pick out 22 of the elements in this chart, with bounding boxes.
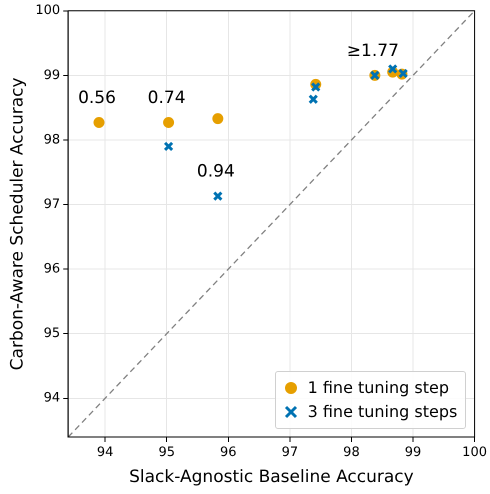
x-tick-label: 94 [96,445,114,460]
y-tick-label: 100 [35,3,60,18]
x-tick-label: 100 [462,445,488,460]
x-tick-label: 98 [343,445,360,460]
y-tick-label: 96 [44,261,60,276]
y-tick-label: 99 [44,68,60,83]
x-tick-label: 99 [404,445,422,460]
annotation: 0.74 [148,88,186,108]
x-tick-label: 95 [158,445,176,460]
y-axis-title: Carbon-Aware Scheduler Accuracy [8,77,28,370]
annotation: 0.56 [78,88,116,108]
y-tick-label: 98 [44,132,60,148]
y-tick-label: 95 [44,326,60,342]
x-tick-label: 96 [220,445,237,460]
legend-label: 3 fine tuning steps [308,401,458,423]
y-tick-label: 94 [44,390,60,406]
x-tick-label: 97 [282,445,298,460]
annotation: ≥1.77 [346,40,399,61]
x-axis-title: Slack-Agnostic Baseline Accuracy [129,467,414,488]
annotation: 0.94 [196,162,235,182]
legend-label: 1 fine tuning step [308,377,449,399]
y-tick-label: 97 [44,196,60,212]
